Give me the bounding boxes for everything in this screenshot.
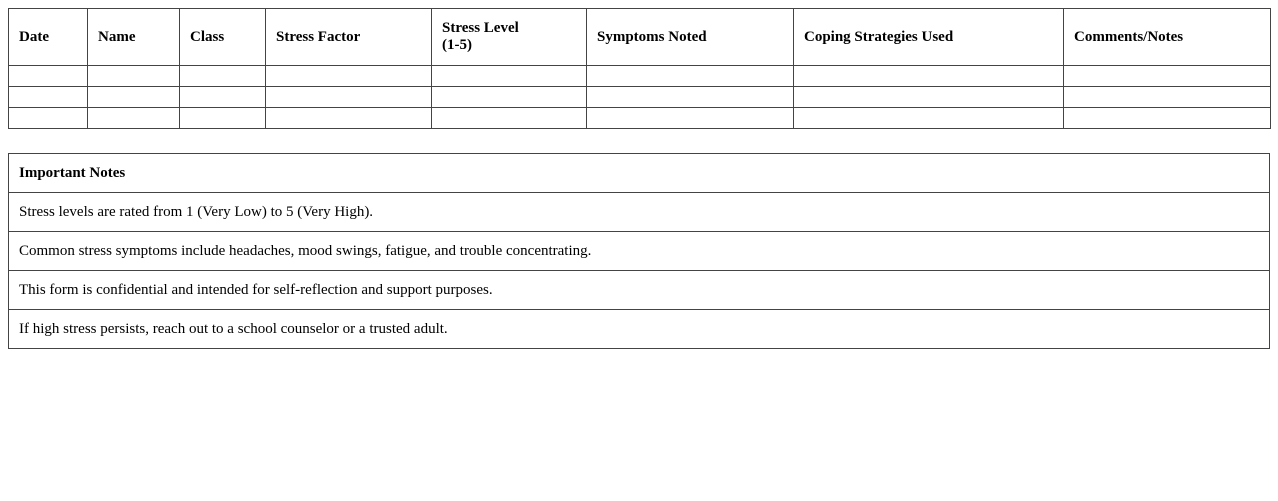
cell[interactable] — [1063, 107, 1271, 129]
cell[interactable] — [179, 107, 266, 129]
cell[interactable] — [1063, 86, 1271, 108]
header-row: Date Name Class Stress Factor Stress Lev… — [8, 8, 1271, 66]
note-item: If high stress persists, reach out to a … — [8, 309, 1270, 349]
important-notes-table: Important Notes Stress levels are rated … — [8, 153, 1270, 349]
header-stress-level-range: (1-5) — [442, 37, 472, 53]
cell[interactable] — [87, 65, 180, 87]
header-class: Class — [179, 8, 266, 66]
cell[interactable] — [265, 65, 432, 87]
cell[interactable] — [431, 107, 587, 129]
stress-log-table: Date Name Class Stress Factor Stress Lev… — [8, 8, 1271, 129]
cell[interactable] — [586, 86, 794, 108]
cell[interactable] — [431, 65, 587, 87]
cell[interactable] — [265, 86, 432, 108]
table-row — [8, 86, 1271, 108]
header-symptoms: Symptoms Noted — [586, 8, 794, 66]
note-item: This form is confidential and intended f… — [8, 270, 1270, 310]
table-row — [8, 107, 1271, 129]
cell[interactable] — [431, 86, 587, 108]
header-stress-factor: Stress Factor — [265, 8, 432, 66]
notes-title: Important Notes — [8, 153, 1270, 193]
cell[interactable] — [8, 86, 88, 108]
header-name: Name — [87, 8, 180, 66]
note-item: Stress levels are rated from 1 (Very Low… — [8, 192, 1270, 232]
cell[interactable] — [586, 65, 794, 87]
note-item: Common stress symptoms include headaches… — [8, 231, 1270, 271]
header-stress-level: Stress Level (1-5) — [431, 8, 587, 66]
header-coping: Coping Strategies Used — [793, 8, 1064, 66]
cell[interactable] — [8, 107, 88, 129]
cell[interactable] — [793, 107, 1064, 129]
cell[interactable] — [8, 65, 88, 87]
table-row — [8, 65, 1271, 87]
cell[interactable] — [793, 86, 1064, 108]
cell[interactable] — [793, 65, 1064, 87]
cell[interactable] — [586, 107, 794, 129]
header-stress-level-label: Stress Level — [442, 20, 519, 36]
cell[interactable] — [87, 86, 180, 108]
header-comments: Comments/Notes — [1063, 8, 1271, 66]
cell[interactable] — [179, 65, 266, 87]
cell[interactable] — [87, 107, 180, 129]
cell[interactable] — [265, 107, 432, 129]
header-date: Date — [8, 8, 88, 66]
cell[interactable] — [179, 86, 266, 108]
cell[interactable] — [1063, 65, 1271, 87]
